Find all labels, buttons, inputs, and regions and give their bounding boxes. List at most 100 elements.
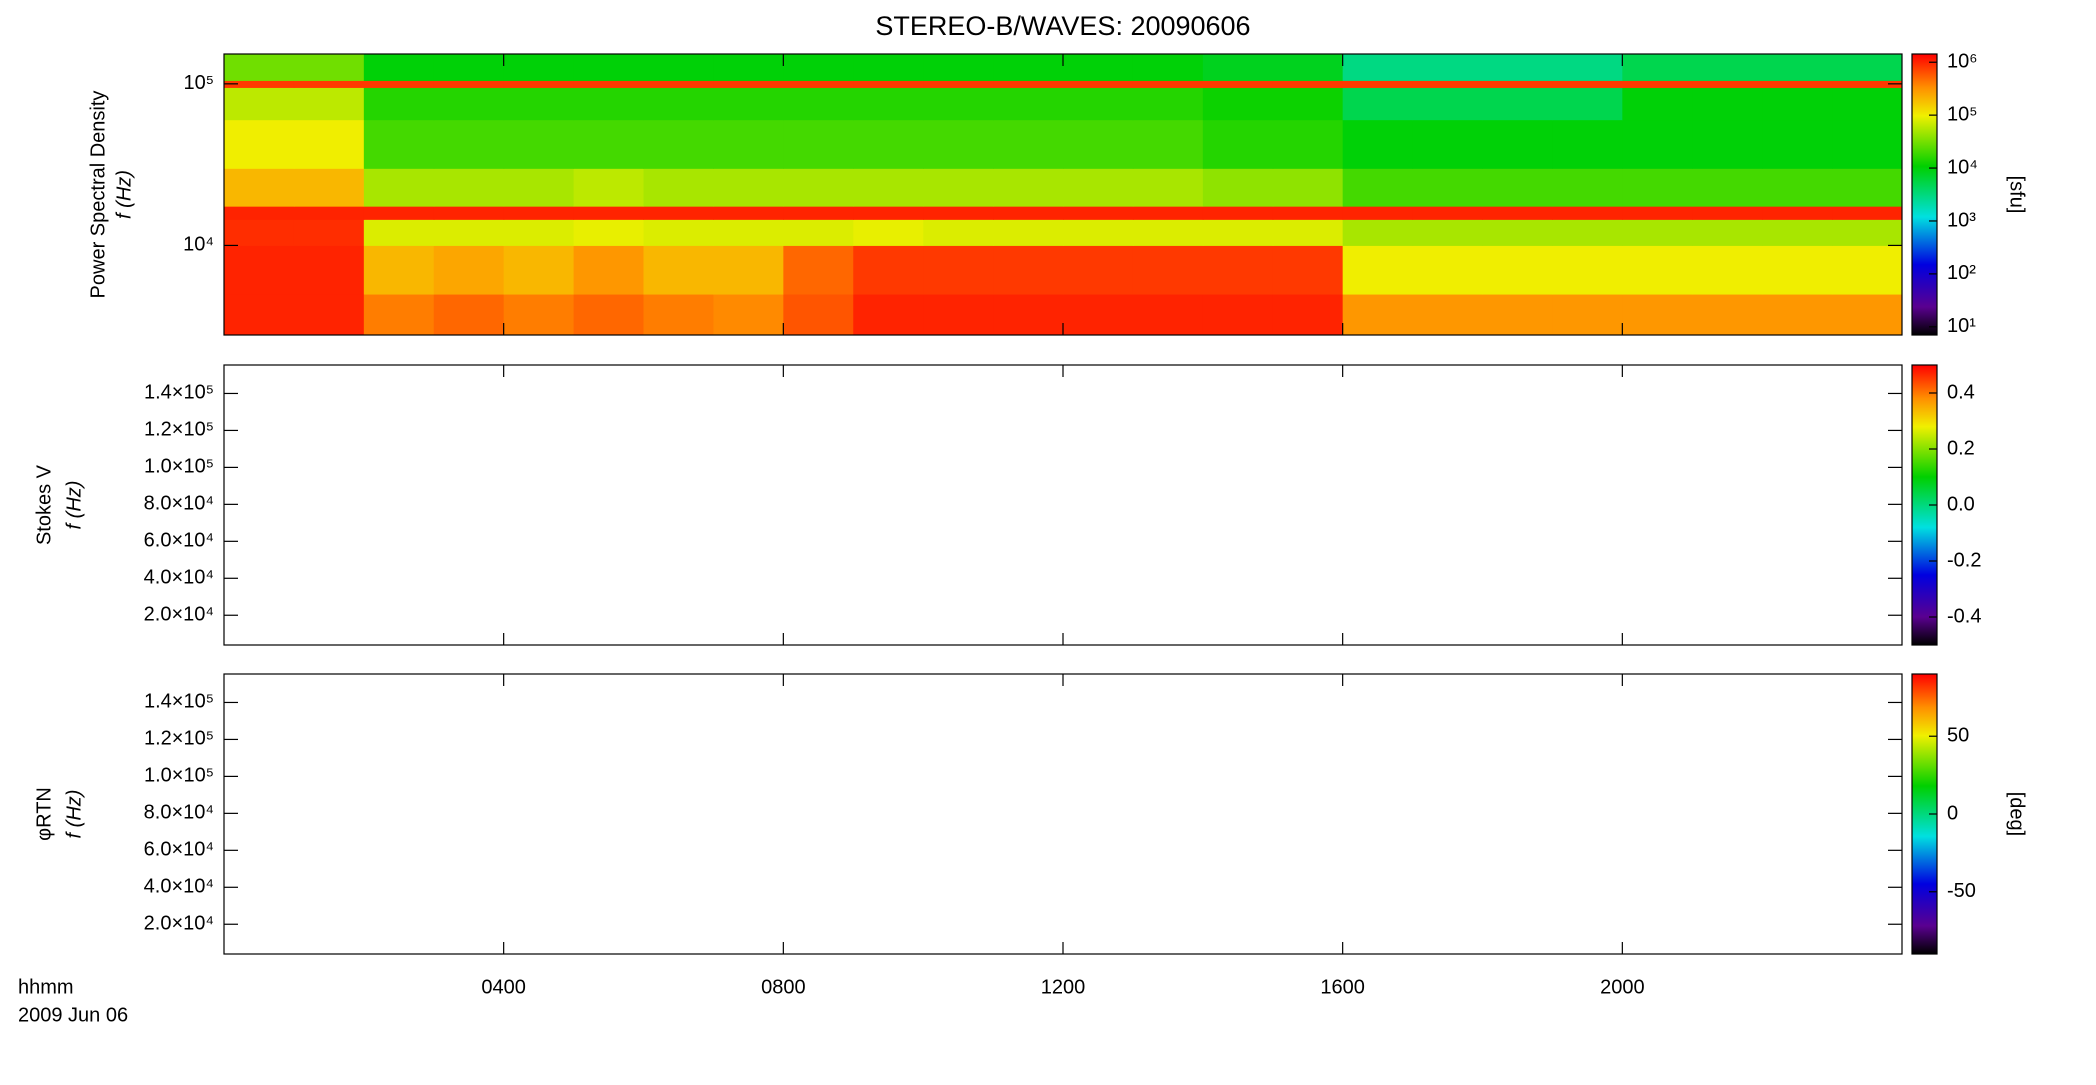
heatmap-cell bbox=[1692, 245, 1763, 295]
heatmap-cell bbox=[1132, 294, 1204, 336]
heatmap-cell bbox=[1063, 219, 1134, 246]
heatmap-cell bbox=[1482, 168, 1553, 207]
heatmap-cell bbox=[1202, 119, 1274, 169]
heatmap-cell bbox=[1552, 245, 1623, 295]
heatmap-cell bbox=[1132, 119, 1204, 169]
heatmap-cell bbox=[643, 245, 714, 295]
heatmap-cell bbox=[224, 168, 295, 207]
y-tick-label: 4.0×10⁴ bbox=[144, 876, 214, 898]
colorbar-tick-label: 50 bbox=[1947, 725, 1969, 747]
heatmap-cell bbox=[1412, 119, 1483, 169]
heatmap-cell bbox=[573, 168, 644, 207]
heatmap-cell bbox=[293, 206, 365, 220]
heatmap-cell bbox=[363, 87, 435, 121]
heatmap-cell bbox=[923, 206, 994, 220]
y-tick-label: 1.0×10⁵ bbox=[144, 456, 214, 478]
heatmap-cell bbox=[1412, 206, 1483, 220]
heatmap-cell bbox=[783, 80, 854, 88]
heatmap-cell bbox=[993, 219, 1064, 246]
heatmap-cell bbox=[1272, 168, 1344, 207]
heatmap-cell bbox=[1482, 245, 1553, 295]
heatmap-cell bbox=[1132, 245, 1204, 295]
heatmap-cell bbox=[713, 294, 784, 336]
heatmap-cell bbox=[1063, 87, 1134, 121]
heatmap-cell bbox=[643, 87, 714, 121]
y-tick-label: 10⁴ bbox=[183, 234, 214, 256]
heatmap-cell bbox=[643, 294, 714, 336]
heatmap-cell bbox=[1692, 80, 1763, 88]
colorbar-tick-label: -0.4 bbox=[1947, 605, 1981, 627]
heatmap-cell bbox=[1412, 87, 1483, 121]
heatmap-cell bbox=[433, 168, 505, 207]
heatmap-cell bbox=[293, 168, 365, 207]
heatmap-cell bbox=[853, 245, 924, 295]
heatmap-cell bbox=[503, 54, 575, 81]
y-axis-label: Stokes V bbox=[33, 464, 55, 545]
heatmap-cell bbox=[224, 87, 295, 121]
y-axis-label: f (Hz) bbox=[63, 790, 85, 839]
heatmap-cell bbox=[783, 245, 854, 295]
heatmap-cell bbox=[363, 245, 435, 295]
heatmap-cell bbox=[1272, 245, 1344, 295]
plot-frame bbox=[223, 673, 1903, 955]
heatmap-cell bbox=[1342, 294, 1414, 336]
heatmap-cell bbox=[1272, 206, 1344, 220]
heatmap-cell bbox=[1482, 294, 1553, 336]
heatmap-cell bbox=[1342, 219, 1414, 246]
heatmap-cell bbox=[1552, 119, 1623, 169]
heatmap-cell bbox=[1412, 80, 1483, 88]
colorbar-tick-label: -50 bbox=[1947, 880, 1976, 902]
heatmap-cell bbox=[293, 294, 365, 336]
heatmap-cell bbox=[293, 119, 365, 169]
heatmap-cell bbox=[993, 206, 1064, 220]
heatmap-cell bbox=[1622, 245, 1693, 295]
heatmap-cell bbox=[293, 54, 365, 81]
heatmap-cell bbox=[1342, 87, 1414, 121]
heatmap-cell bbox=[1063, 80, 1134, 88]
heatmap-cell bbox=[224, 245, 295, 295]
plot-frame bbox=[223, 364, 1903, 646]
heatmap-cell bbox=[1552, 168, 1623, 207]
heatmap-cell bbox=[993, 87, 1064, 121]
heatmap-cell bbox=[1202, 245, 1274, 295]
heatmap-cell bbox=[1762, 54, 1833, 81]
colorbar-tick-label: 0.0 bbox=[1947, 493, 1975, 515]
heatmap-cell bbox=[503, 245, 575, 295]
heatmap-cell bbox=[1132, 87, 1204, 121]
heatmap-cell bbox=[1202, 206, 1274, 220]
heatmap-cell bbox=[1412, 54, 1483, 81]
heatmap-cell bbox=[293, 219, 365, 246]
heatmap-cell bbox=[1692, 119, 1763, 169]
colorbar-label: [deg] bbox=[2006, 792, 2028, 836]
heatmap-cell bbox=[363, 168, 435, 207]
heatmap-cell bbox=[713, 206, 784, 220]
heatmap-cell bbox=[1622, 87, 1693, 121]
heatmap-cell bbox=[293, 80, 365, 88]
heatmap-cell bbox=[1622, 206, 1693, 220]
y-axis-label: φRTN bbox=[33, 787, 55, 841]
colorbar-tick-label: 10² bbox=[1947, 262, 1976, 284]
heatmap-cell bbox=[1063, 54, 1134, 81]
heatmap-cell bbox=[783, 119, 854, 169]
heatmap-cell bbox=[1342, 206, 1414, 220]
heatmap-cell bbox=[224, 80, 295, 88]
heatmap-cell bbox=[433, 206, 505, 220]
heatmap-cell bbox=[1412, 219, 1483, 246]
heatmap-cell bbox=[224, 219, 295, 246]
heatmap-cell bbox=[1272, 87, 1344, 121]
heatmap-cell bbox=[1832, 119, 1903, 169]
heatmap-cell bbox=[643, 80, 714, 88]
y-tick-label: 8.0×10⁴ bbox=[144, 493, 214, 515]
heatmap-cell bbox=[1482, 54, 1553, 81]
y-axis-label: f (Hz) bbox=[63, 481, 85, 530]
x-tick-label: 0400 bbox=[481, 976, 526, 998]
heatmap-cell bbox=[433, 87, 505, 121]
heatmap-cell bbox=[1063, 294, 1134, 336]
heatmap-cell bbox=[643, 219, 714, 246]
heatmap-cell bbox=[853, 219, 924, 246]
heatmap-cell bbox=[1832, 87, 1903, 121]
heatmap-cell bbox=[643, 206, 714, 220]
heatmap-cell bbox=[1202, 168, 1274, 207]
heatmap-cell bbox=[1622, 219, 1693, 246]
colorbar-label: [sfu] bbox=[2006, 176, 2028, 214]
